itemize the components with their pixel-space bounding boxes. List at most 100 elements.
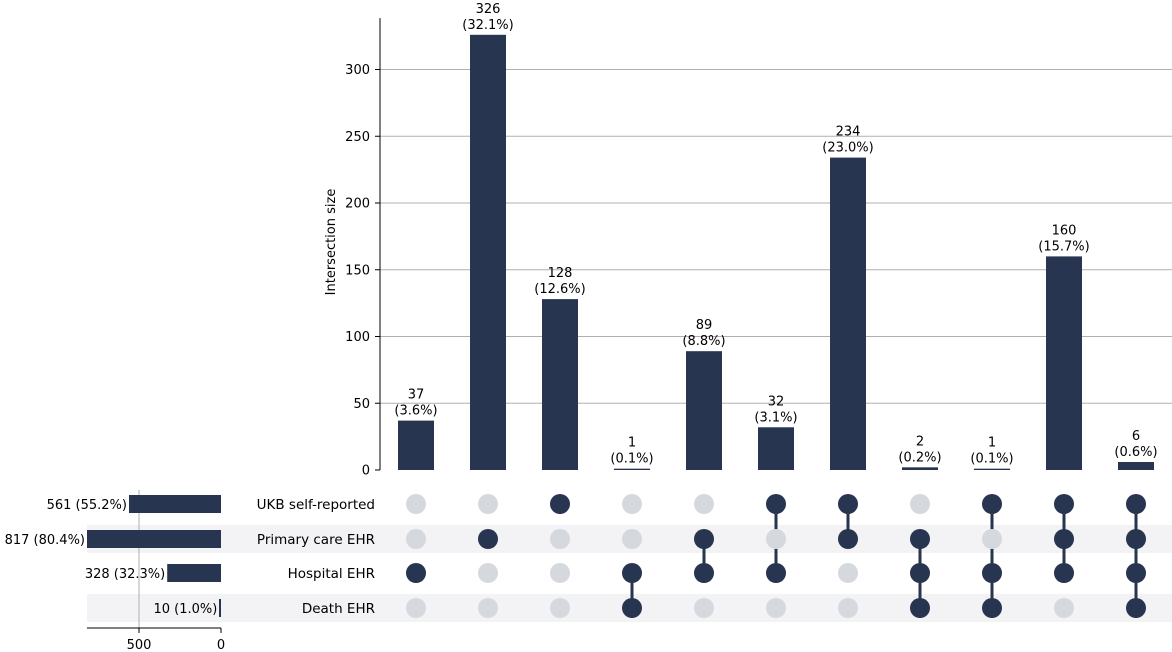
membership-dot-inactive — [766, 598, 786, 618]
set-labels: UKB self-reported Primary care EHR Hospita… — [257, 497, 375, 617]
bar-count-label: 160 — [1052, 223, 1077, 238]
membership-dot-active — [766, 494, 786, 514]
intersection-bar — [470, 34, 506, 470]
set-name-label: Hospital EHR — [288, 566, 375, 582]
bar-percent-label: (23.0%) — [822, 141, 873, 156]
membership-dot-inactive — [622, 494, 642, 514]
set-size-tick-label: 500 — [127, 638, 152, 652]
bar-percent-label: (32.1%) — [462, 18, 513, 33]
membership-dot-inactive — [406, 529, 426, 549]
membership-dot-active — [910, 529, 930, 549]
set-size-bar — [87, 530, 221, 548]
membership-dot-inactive — [406, 494, 426, 514]
y-gridlines — [380, 69, 1172, 404]
set-size-bar — [167, 564, 221, 582]
membership-dot-active — [838, 529, 858, 549]
set-name-label: Death EHR — [302, 601, 375, 617]
membership-dot-active — [910, 598, 930, 618]
membership-dot-inactive — [478, 563, 498, 583]
set-size-tick-label: 0 — [217, 638, 225, 652]
y-tick-label: 150 — [345, 263, 370, 278]
membership-dot-active — [982, 563, 1002, 583]
membership-dot-inactive — [694, 598, 714, 618]
bar-count-label: 6 — [1132, 429, 1140, 444]
membership-dot-active — [1054, 563, 1074, 583]
intersection-bar — [1046, 256, 1082, 470]
membership-dot-inactive — [982, 529, 1002, 549]
membership-dot-active — [982, 598, 1002, 618]
membership-dot-inactive — [1054, 598, 1074, 618]
membership-dot-active — [1126, 598, 1146, 618]
intersection-bar — [758, 427, 794, 470]
bar-count-label: 89 — [696, 318, 713, 333]
membership-dot-active — [406, 563, 426, 583]
membership-matrix — [406, 494, 1146, 618]
bar-count-label: 326 — [476, 2, 501, 17]
bar-percent-label: (3.6%) — [394, 404, 437, 419]
set-size-label: 328 (32.3%) — [85, 567, 165, 582]
set-size-bar — [128, 495, 221, 513]
membership-dot-active — [550, 494, 570, 514]
y-tick-label: 200 — [345, 197, 370, 212]
membership-dot-active — [766, 563, 786, 583]
bar-percent-label: (0.1%) — [970, 452, 1013, 467]
intersection-bars: 37(3.6%)326(32.1%)128(12.6%)1(0.1%)89(8.… — [394, 2, 1158, 471]
membership-dot-inactive — [622, 529, 642, 549]
bar-count-label: 234 — [836, 125, 861, 140]
bar-count-label: 128 — [548, 266, 573, 281]
membership-dot-inactive — [550, 563, 570, 583]
intersection-bar — [686, 351, 722, 470]
set-size-bars: 561 (55.2%) 817 (80.4%) 328 (32.3%) 10 (1.0… — [5, 490, 225, 652]
intersection-bar — [902, 467, 938, 470]
set-size-bar — [219, 599, 221, 617]
membership-dot-active — [838, 494, 858, 514]
membership-dot-active — [694, 529, 714, 549]
bar-count-label: 1 — [628, 436, 636, 451]
y-axis-title: Intersection size — [324, 189, 339, 296]
y-tick-label: 100 — [345, 330, 370, 345]
bar-percent-label: (15.7%) — [1038, 239, 1089, 254]
y-tick-label: 0 — [362, 464, 370, 479]
membership-dot-active — [1054, 529, 1074, 549]
y-axis: Intersection size 0 50 100 150 200 250 300 — [324, 18, 381, 479]
bar-percent-label: (8.8%) — [682, 334, 725, 349]
set-size-label: 561 (55.2%) — [47, 498, 127, 513]
y-tick-label: 250 — [345, 130, 370, 145]
membership-dot-active — [478, 529, 498, 549]
bar-count-label: 1 — [988, 436, 996, 451]
membership-dot-inactive — [550, 529, 570, 549]
membership-dot-active — [910, 563, 930, 583]
bar-percent-label: (0.6%) — [1114, 445, 1157, 460]
membership-dot-inactive — [694, 494, 714, 514]
bar-count-label: 32 — [768, 394, 785, 409]
intersection-bar — [1118, 461, 1154, 470]
bar-percent-label: (3.1%) — [754, 410, 797, 425]
membership-dot-inactive — [550, 598, 570, 618]
bar-percent-label: (0.2%) — [898, 450, 941, 465]
set-name-label: UKB self-reported — [257, 497, 375, 513]
membership-dot-inactive — [910, 494, 930, 514]
bar-count-label: 37 — [408, 388, 425, 403]
membership-dot-inactive — [478, 598, 498, 618]
intersection-bar — [614, 468, 650, 470]
bar-count-label: 2 — [916, 434, 924, 449]
membership-dot-active — [1126, 529, 1146, 549]
intersection-bar — [542, 299, 578, 470]
membership-dot-active — [1126, 494, 1146, 514]
membership-dot-active — [1054, 494, 1074, 514]
membership-dot-inactive — [478, 494, 498, 514]
y-tick-label: 50 — [353, 397, 370, 412]
intersection-bar — [830, 157, 866, 471]
membership-dot-active — [982, 494, 1002, 514]
set-size-label: 817 (80.4%) — [5, 533, 85, 548]
set-name-label: Primary care EHR — [257, 532, 375, 548]
y-tick-label: 300 — [345, 63, 370, 78]
bar-percent-label: (12.6%) — [534, 282, 585, 297]
membership-dot-inactive — [838, 563, 858, 583]
intersection-bar — [974, 468, 1010, 470]
membership-dot-inactive — [838, 598, 858, 618]
membership-dot-active — [1126, 563, 1146, 583]
set-size-label: 10 (1.0%) — [154, 602, 218, 617]
membership-dot-inactive — [766, 529, 786, 549]
